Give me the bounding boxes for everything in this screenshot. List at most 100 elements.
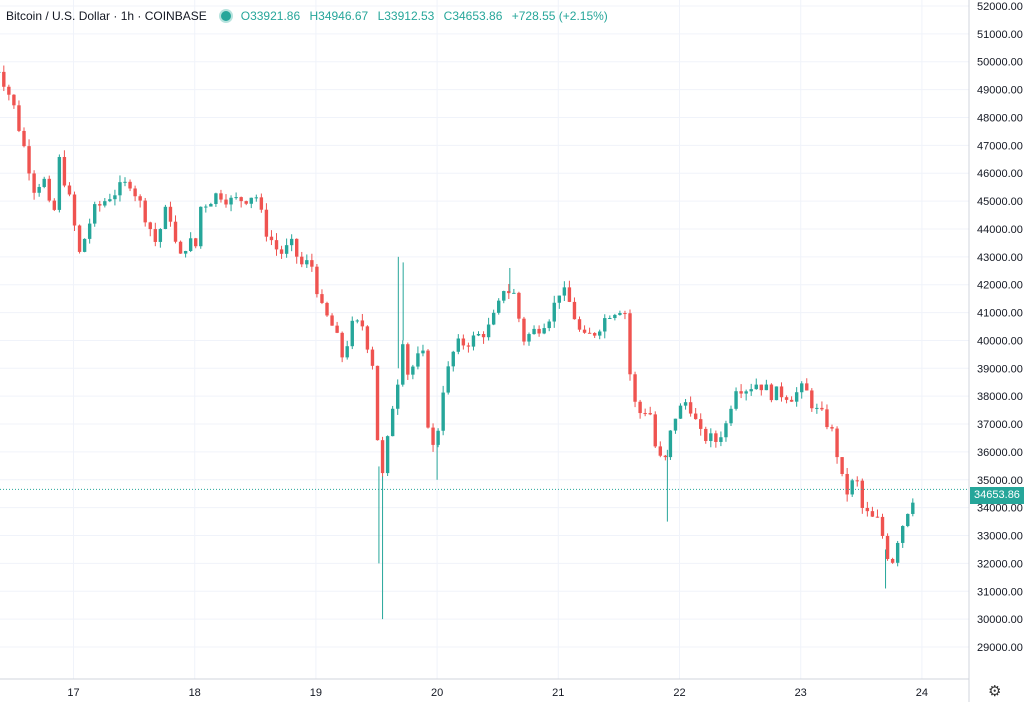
price-tick-label: 50000.00 bbox=[977, 57, 1023, 69]
time-tick-label: 23 bbox=[795, 687, 807, 699]
candle-body bbox=[411, 366, 415, 375]
symbol-legend: Bitcoin / U.S. Dollar · 1h · COINBASE O3… bbox=[6, 7, 614, 25]
time-tick-label: 17 bbox=[67, 687, 79, 699]
candle-body bbox=[572, 301, 577, 320]
candle-body bbox=[219, 193, 223, 200]
candle-body bbox=[815, 407, 819, 409]
candle-body bbox=[295, 238, 299, 257]
candle-body bbox=[224, 199, 228, 205]
candle-body bbox=[72, 194, 77, 226]
candle-body bbox=[683, 402, 688, 406]
candle-body bbox=[497, 300, 501, 313]
candle-body bbox=[436, 430, 440, 445]
candle-body bbox=[12, 94, 16, 106]
price-tick-label: 29000.00 bbox=[977, 642, 1023, 654]
price-tick-label: 42000.00 bbox=[977, 280, 1023, 292]
candle-body bbox=[688, 402, 693, 414]
candle-body bbox=[638, 401, 642, 414]
candle-body bbox=[264, 209, 269, 237]
candle-body bbox=[673, 418, 678, 431]
candle-body bbox=[749, 389, 753, 392]
candle-body bbox=[133, 188, 137, 197]
candle-body bbox=[557, 295, 562, 303]
candle-body bbox=[350, 320, 354, 347]
candle-body bbox=[784, 397, 789, 400]
candle-body bbox=[401, 344, 405, 385]
candle-body bbox=[527, 334, 531, 342]
candle-body bbox=[855, 480, 859, 482]
candle-body bbox=[522, 318, 526, 342]
candle-body bbox=[502, 291, 506, 301]
candle-body bbox=[845, 473, 849, 495]
candle-body bbox=[709, 433, 713, 441]
price-tick-label: 47000.00 bbox=[977, 140, 1023, 152]
candle-body bbox=[62, 156, 67, 186]
candle-body bbox=[199, 206, 203, 247]
candle-body bbox=[153, 229, 158, 242]
candle-body bbox=[148, 222, 152, 230]
ohlc-values: O33921.86 H34946.67 L33912.53 C34653.86 … bbox=[241, 9, 614, 23]
time-tick-label: 20 bbox=[431, 687, 443, 699]
candle-body bbox=[214, 193, 218, 204]
candle-body bbox=[724, 423, 728, 438]
candle-body bbox=[143, 200, 147, 223]
candle-body bbox=[138, 196, 142, 201]
candle-body bbox=[582, 329, 587, 333]
candle-body bbox=[87, 223, 92, 239]
price-tick-label: 44000.00 bbox=[977, 224, 1023, 236]
candle-body bbox=[719, 437, 723, 442]
candle-body bbox=[396, 384, 400, 409]
candle-body bbox=[269, 236, 274, 241]
candle-body bbox=[754, 384, 758, 390]
candle-body bbox=[446, 366, 450, 393]
candle-body bbox=[416, 353, 420, 367]
candlestick-series bbox=[0, 65, 915, 620]
market-status-icon[interactable] bbox=[220, 11, 231, 21]
price-tick-label: 48000.00 bbox=[977, 112, 1023, 124]
candle-body bbox=[98, 204, 102, 206]
candle-body bbox=[608, 318, 612, 320]
last-price-label: 34653.86 bbox=[970, 487, 1024, 504]
candle-body bbox=[587, 332, 592, 334]
candle-body bbox=[860, 480, 865, 508]
time-tick-label: 22 bbox=[673, 687, 685, 699]
candle-body bbox=[547, 321, 551, 329]
candle-body bbox=[603, 318, 607, 332]
gear-icon[interactable]: ⚙ bbox=[988, 683, 1002, 700]
candle-body bbox=[451, 351, 455, 367]
open-value: 33921.86 bbox=[250, 9, 301, 23]
candle-body bbox=[22, 130, 26, 147]
price-tick-label: 49000.00 bbox=[977, 85, 1023, 97]
candle-body bbox=[699, 419, 703, 429]
candle-body bbox=[895, 542, 900, 563]
candle-body bbox=[239, 197, 243, 202]
candle-body bbox=[552, 302, 556, 322]
candle-body bbox=[274, 240, 279, 250]
candle-body bbox=[113, 195, 117, 200]
price-tick-label: 52000.00 bbox=[977, 1, 1023, 13]
candle-body bbox=[911, 502, 915, 514]
candle-body bbox=[810, 390, 814, 409]
candle-body bbox=[325, 302, 329, 316]
price-tick-label: 43000.00 bbox=[977, 252, 1023, 264]
close-value: 34653.86 bbox=[452, 9, 503, 23]
low-label: L bbox=[377, 9, 385, 23]
candle-body bbox=[229, 197, 233, 205]
candle-body bbox=[77, 225, 82, 252]
symbol-title[interactable]: Bitcoin / U.S. Dollar · 1h · COINBASE bbox=[6, 9, 207, 23]
candle-body bbox=[739, 391, 743, 394]
candle-body bbox=[158, 229, 163, 242]
candle-body bbox=[880, 516, 885, 536]
candle-body bbox=[663, 455, 668, 458]
candle-body bbox=[17, 105, 21, 131]
candle-body bbox=[67, 185, 72, 195]
candle-body bbox=[759, 384, 764, 391]
candle-body bbox=[390, 408, 395, 437]
candle-body bbox=[128, 181, 132, 189]
candle-body bbox=[693, 413, 698, 420]
candle-body bbox=[618, 313, 622, 315]
candle-body bbox=[577, 319, 582, 330]
candle-body bbox=[744, 391, 748, 394]
candle-body bbox=[704, 428, 708, 441]
